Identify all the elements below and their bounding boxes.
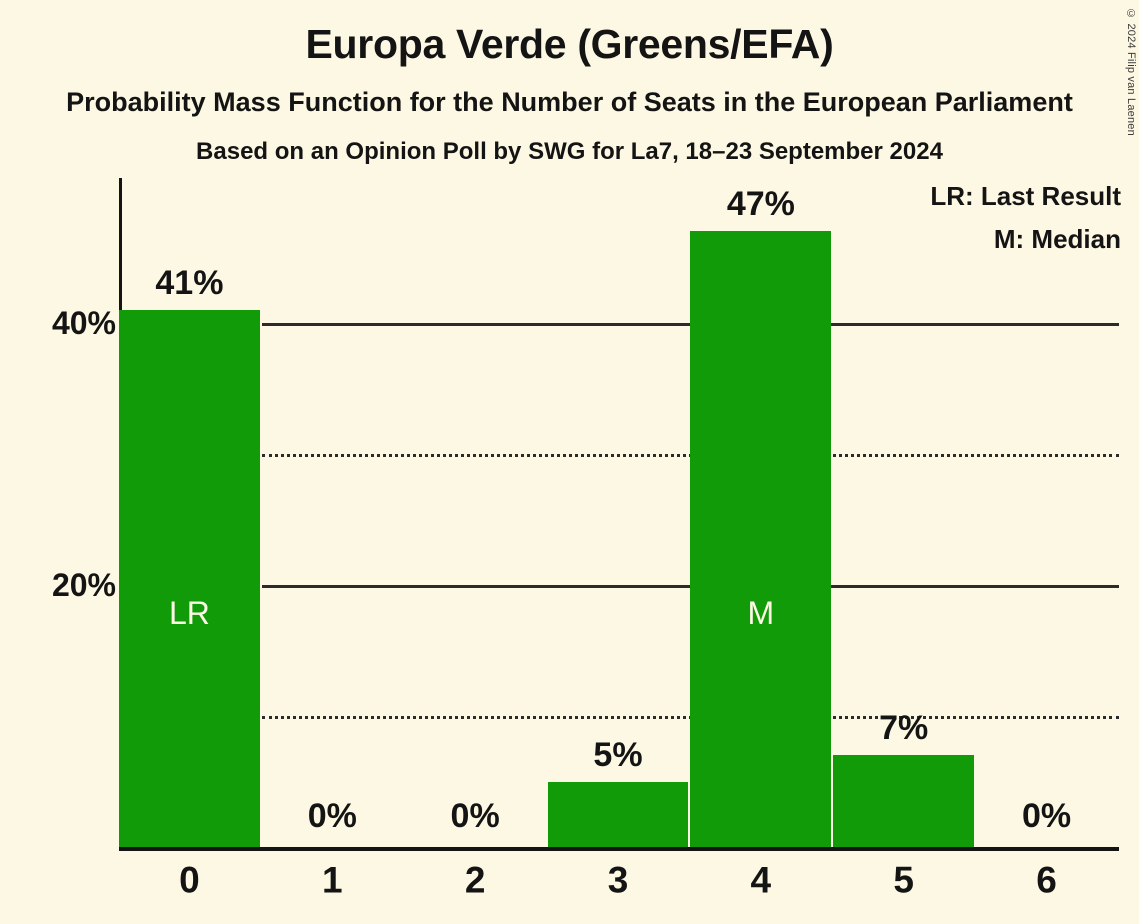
bar-value-label-1: 0% (307, 797, 357, 835)
x-tick-label-5: 5 (893, 859, 914, 901)
bar-value-label-4: 47% (726, 185, 795, 224)
last-result-marker: LR (168, 594, 210, 631)
bar-value-label-2: 0% (450, 797, 500, 835)
bar-value-label-5: 7% (879, 709, 929, 748)
chart-legend: LR: Last Result M: Median (930, 183, 1121, 269)
copyright-notice: © 2024 Filip van Laenen (1125, 8, 1137, 136)
bar-value-label-0: 41% (155, 263, 224, 302)
x-axis-line (119, 847, 1119, 851)
bar-seat-4: M (690, 231, 832, 847)
plot-area: LR M (119, 178, 1119, 851)
x-tick-label-6: 6 (1036, 859, 1057, 901)
y-tick-label-40: 40% (51, 305, 116, 341)
chart-source-note: Based on an Opinion Poll by SWG for La7,… (196, 138, 943, 165)
x-tick-label-3: 3 (607, 859, 629, 901)
page-title: Europa Verde (Greens/EFA) (305, 21, 834, 67)
x-tick-label-2: 2 (464, 859, 486, 901)
legend-entry-last-result: LR: Last Result (930, 181, 1121, 211)
bar-value-label-3: 5% (593, 735, 643, 774)
legend-entry-median: M: Median (993, 224, 1121, 254)
bar-seat-3 (547, 781, 689, 847)
chart-subtitle: Probability Mass Function for the Number… (66, 87, 1073, 117)
bar-value-label-6: 0% (1021, 797, 1072, 835)
title-block: Europa Verde (Greens/EFA) Probability Ma… (0, 0, 1139, 164)
median-marker: M (747, 594, 775, 631)
bar-seat-5 (833, 755, 975, 847)
x-tick-label-0: 0 (179, 859, 200, 901)
bar-seat-0: LR (119, 309, 260, 847)
y-tick-label-20: 20% (51, 567, 116, 603)
x-tick-label-4: 4 (750, 859, 772, 901)
x-tick-label-1: 1 (321, 859, 343, 901)
